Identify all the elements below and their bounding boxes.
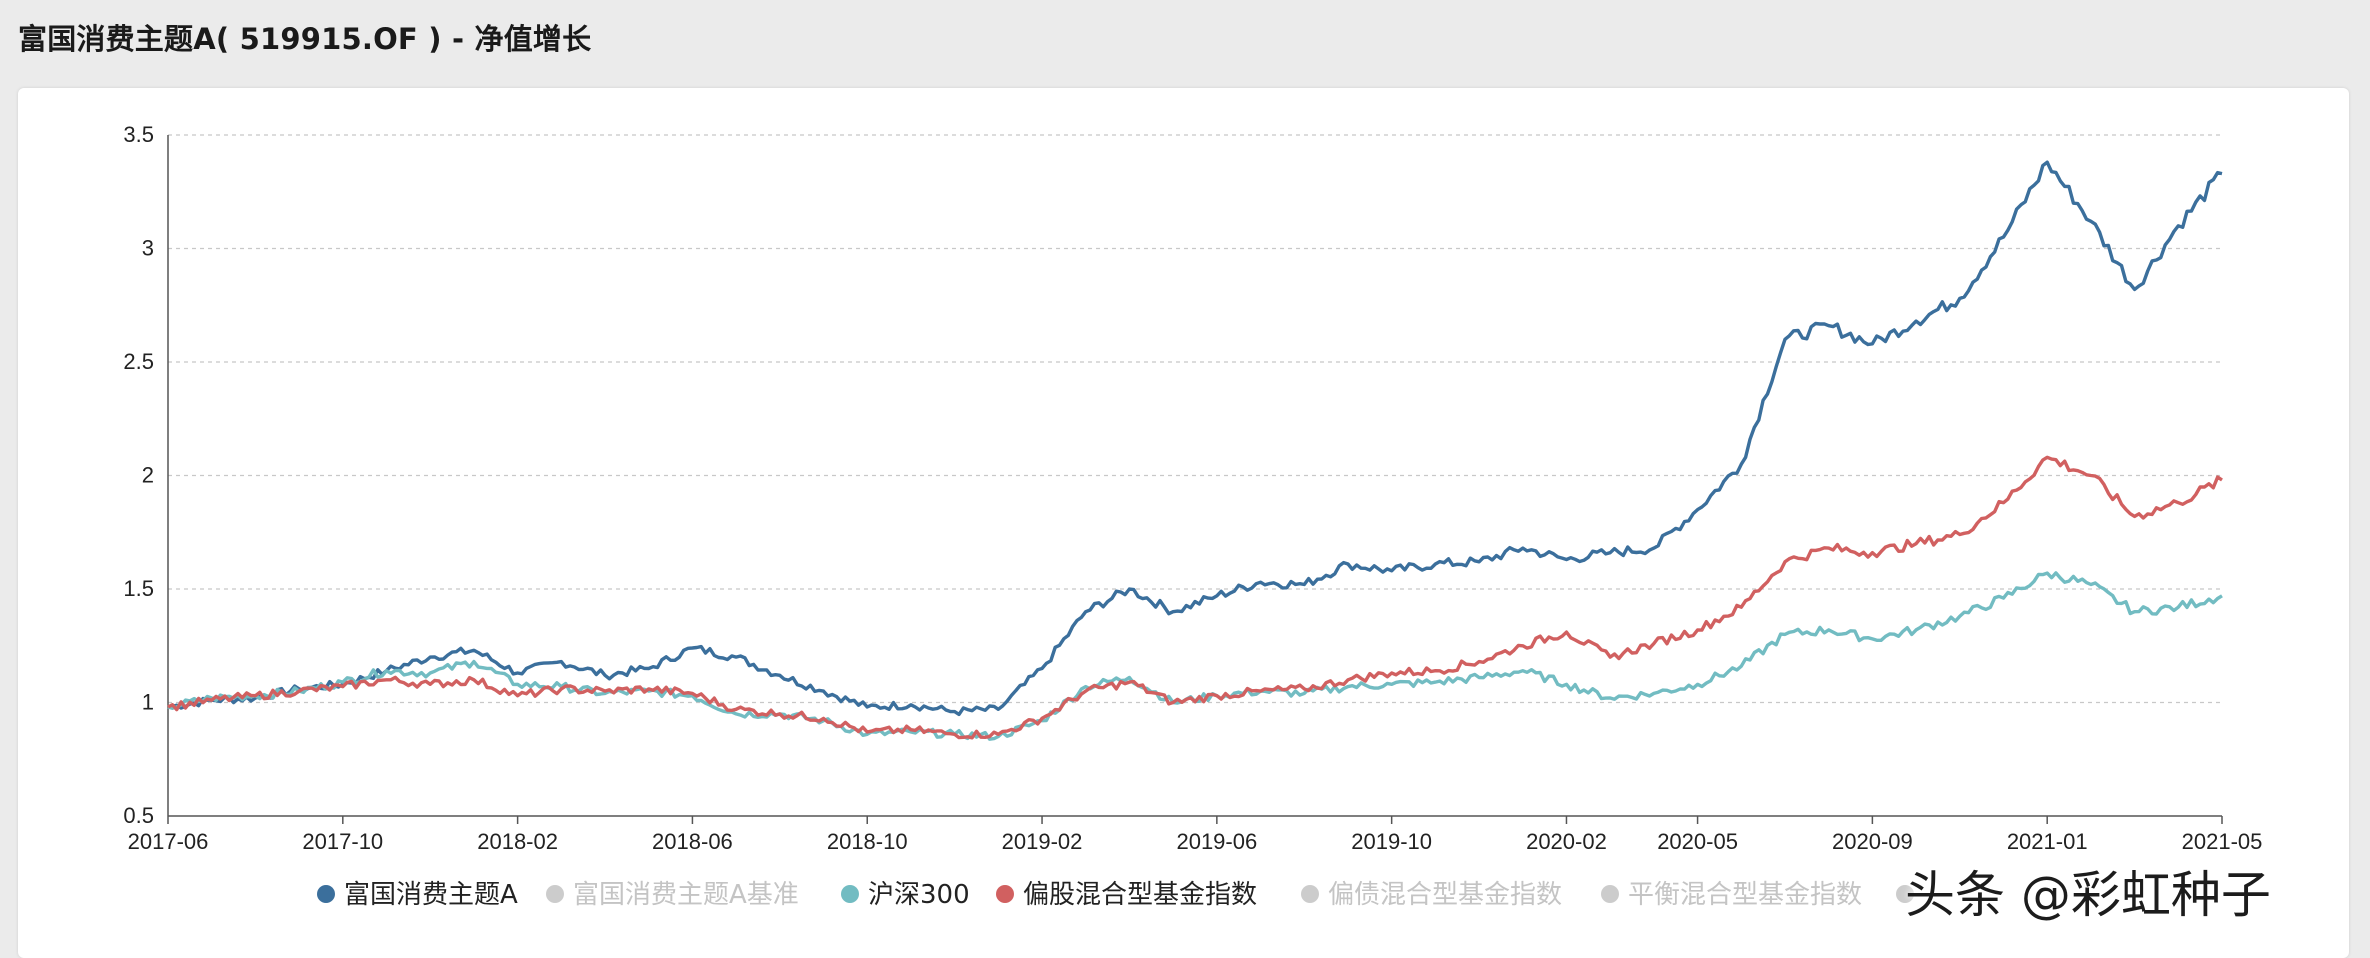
page-title: 富国消费主题A( 519915.OF ) - 净值增长 <box>18 22 592 56</box>
y-tick-label: 0.5 <box>123 803 154 828</box>
legend-marker <box>546 885 564 903</box>
x-tick-label: 2018-10 <box>827 829 908 854</box>
legend-label: 富国消费主题A基准 <box>573 880 799 910</box>
series-line-3 <box>167 455 2223 740</box>
x-tick-label: 2017-10 <box>302 829 383 854</box>
legend-label: 偏债混合型基金指数 <box>1328 880 1562 910</box>
legend-label: 平衡混合型基金指数 <box>1628 880 1862 910</box>
series-lines <box>167 160 2223 741</box>
watermark: 头条 @彩虹种子 <box>1905 866 2271 924</box>
legend-item-4[interactable]: 偏债混合型基金指数 <box>1301 880 1562 910</box>
legend-marker <box>841 885 859 903</box>
legend-marker <box>1301 885 1319 903</box>
legend-item-0[interactable]: 富国消费主题A <box>317 880 518 910</box>
x-tick-label: 2018-06 <box>652 829 733 854</box>
legend-item-6[interactable] <box>1896 885 1914 903</box>
y-tick-label: 2.5 <box>123 349 154 374</box>
x-tick-label: 2021-05 <box>2182 829 2263 854</box>
x-tick-label: 2019-06 <box>1176 829 1257 854</box>
legend-marker <box>317 885 335 903</box>
x-tick-label: 2018-02 <box>477 829 558 854</box>
legend-item-5[interactable]: 平衡混合型基金指数 <box>1601 880 1862 910</box>
y-tick-label: 1.5 <box>123 576 154 601</box>
axes: 0.5 1 1.5 2 2.5 3 3.5 2017-06 2017-10 2018-02 2018… <box>123 122 2262 854</box>
x-tick-label: 2020-05 <box>1657 829 1738 854</box>
x-tick-label: 2019-02 <box>1002 829 1083 854</box>
x-tick-label: 2020-02 <box>1526 829 1607 854</box>
x-tick-label: 2020-09 <box>1832 829 1913 854</box>
legend[interactable]: 富国消费主题A 富国消费主题A基准 沪深300 偏股混合型基金指数 偏债混合型基金指数 平… <box>317 880 1914 910</box>
legend-item-1[interactable]: 富国消费主题A基准 <box>546 880 799 910</box>
x-tick-label: 2021-01 <box>2007 829 2088 854</box>
y-tick-label: 2 <box>142 463 154 488</box>
legend-label: 富国消费主题A <box>344 880 518 910</box>
series-line-0 <box>167 160 2223 717</box>
legend-marker <box>996 885 1014 903</box>
x-tick-label: 2019-10 <box>1351 829 1432 854</box>
y-tick-label: 3 <box>142 236 154 261</box>
y-tick-label: 1 <box>142 690 154 715</box>
legend-marker <box>1601 885 1619 903</box>
legend-item-3[interactable]: 偏股混合型基金指数 <box>996 880 1257 910</box>
legend-label: 偏股混合型基金指数 <box>1023 880 1257 910</box>
chart-card <box>18 88 2349 958</box>
y-tick-label: 3.5 <box>123 122 154 147</box>
legend-item-2[interactable]: 沪深300 <box>841 880 970 910</box>
series-line-2 <box>167 571 2223 741</box>
legend-label: 沪深300 <box>868 880 970 910</box>
grid-lines <box>168 134 2222 704</box>
x-tick-label: 2017-06 <box>128 829 209 854</box>
legend-marker <box>1896 885 1914 903</box>
